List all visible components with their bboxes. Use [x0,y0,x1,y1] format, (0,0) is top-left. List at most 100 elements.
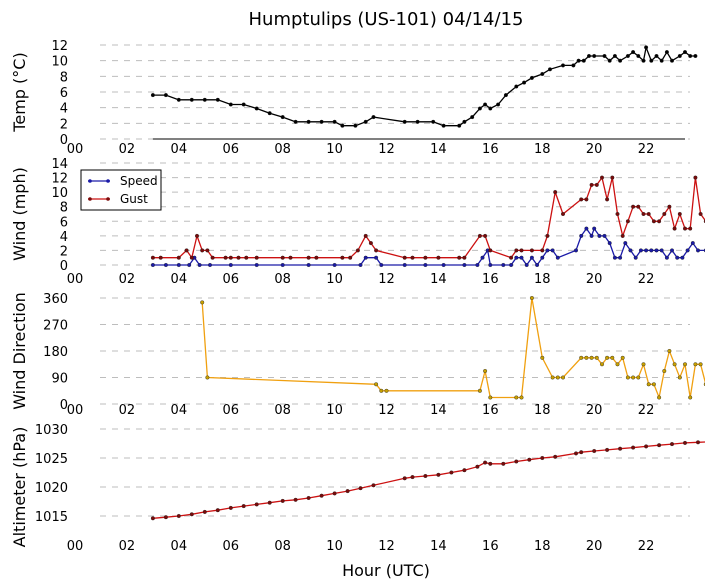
data-point [503,93,508,98]
data-point [644,248,649,253]
data-point [548,67,553,72]
data-point [553,454,558,459]
data-point [176,97,181,102]
data-point [649,248,654,253]
data-point [612,255,617,260]
data-point [667,204,672,209]
data-point [150,93,155,98]
data-point [415,119,420,124]
x-tick-label: 04 [171,272,188,287]
data-point [436,255,441,260]
data-point [477,106,482,111]
data-point [514,255,519,260]
data-point [519,255,524,260]
legend-entry: Gust [120,192,148,206]
data-point [280,498,285,503]
x-tick-label: 12 [378,403,395,418]
data-point [688,226,693,231]
data-point [636,54,641,59]
data-point [625,219,630,224]
y-tick-label: 1020 [35,481,68,496]
x-tick-label: 22 [638,403,655,418]
y-tick-label: 1015 [35,510,68,525]
x-tick-label: 10 [326,539,343,554]
data-point [514,248,519,253]
data-point [483,460,488,465]
data-point [670,58,675,63]
data-point [675,255,680,260]
data-point [449,470,454,475]
data-point [470,115,475,120]
data-point [509,255,514,260]
data-point [592,449,597,454]
data-point [207,263,212,268]
data-point [677,375,682,380]
data-point [457,123,462,128]
data-point [371,115,376,120]
data-point [488,461,493,466]
data-point [685,248,690,253]
data-point [615,211,620,216]
data-point [228,102,233,107]
data-point [410,475,415,480]
data-point [636,204,641,209]
data-point [436,472,441,477]
chart-title: Humptulips (US-101) 04/14/15 [249,9,524,30]
data-point [561,63,566,68]
panel-2: 0 90 180 270 360 00 02 04 06 08 10 12 14 16 18 20 22 Wind… [10,292,705,418]
data-point [423,474,428,479]
data-point [200,300,205,305]
data-point [574,248,579,253]
data-point [477,233,482,238]
data-point [332,491,337,496]
data-point [618,58,623,63]
data-point [535,263,540,268]
data-point [641,58,646,63]
x-tick-label: 06 [222,142,239,157]
data-point [600,175,605,180]
data-point [514,84,519,89]
data-point [584,197,589,202]
data-point [657,443,662,448]
data-point [555,255,560,260]
data-point [672,226,677,231]
x-tick-label: 22 [638,142,655,157]
data-point [597,233,602,238]
data-point [540,255,545,260]
data-point [696,440,701,445]
data-point [374,248,379,253]
data-point [431,119,436,124]
data-point [379,388,384,393]
x-tick-label: 08 [274,272,291,287]
y-tick-label: 0 [60,259,68,274]
series-line [201,297,705,400]
data-point [576,58,581,63]
data-point [254,255,259,260]
data-point [672,362,677,367]
data-point [664,50,669,55]
legend-swatch-marker [88,197,92,201]
x-tick-label: 08 [274,539,291,554]
data-point [358,486,363,491]
data-point [589,182,594,187]
data-point [529,248,534,253]
data-point [368,241,373,246]
data-point [651,219,656,224]
data-point [176,514,181,519]
data-point [280,263,285,268]
x-tick-label: 02 [119,142,136,157]
data-point [664,255,669,260]
data-point [480,255,485,260]
legend-swatch-marker [106,197,110,201]
data-point [683,50,688,55]
x-tick-label: 16 [482,272,499,287]
data-point [280,255,285,260]
data-point [636,375,641,380]
y-tick-label: 12 [51,172,68,187]
x-tick-label: 10 [326,272,343,287]
data-point [236,255,241,260]
x-tick-label: 10 [326,142,343,157]
